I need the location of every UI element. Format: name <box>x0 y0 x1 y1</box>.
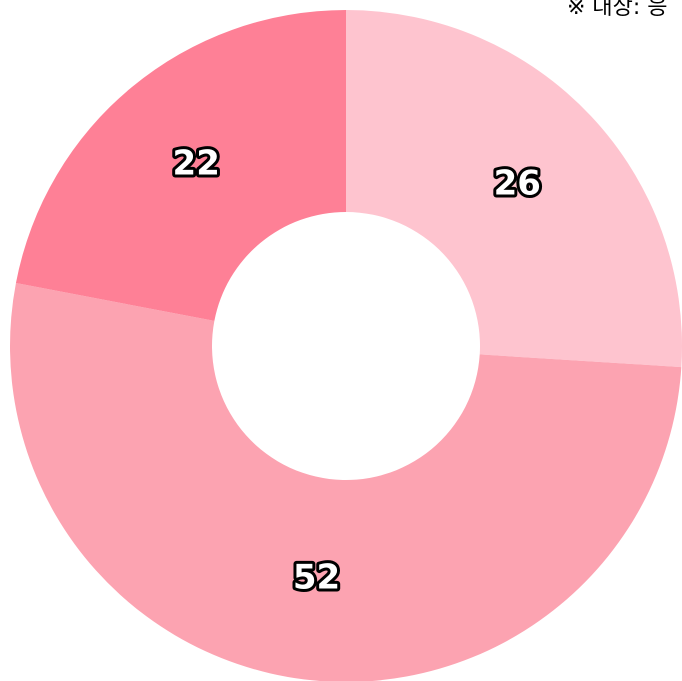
donut-slice <box>346 10 682 368</box>
data-label: 22 <box>173 143 220 183</box>
data-label: 52 <box>293 558 340 598</box>
data-label: 26 <box>494 164 541 204</box>
note: ※ 대상: 응 <box>567 0 668 20</box>
donut-slice <box>10 283 682 681</box>
donut-slice <box>15 10 347 321</box>
